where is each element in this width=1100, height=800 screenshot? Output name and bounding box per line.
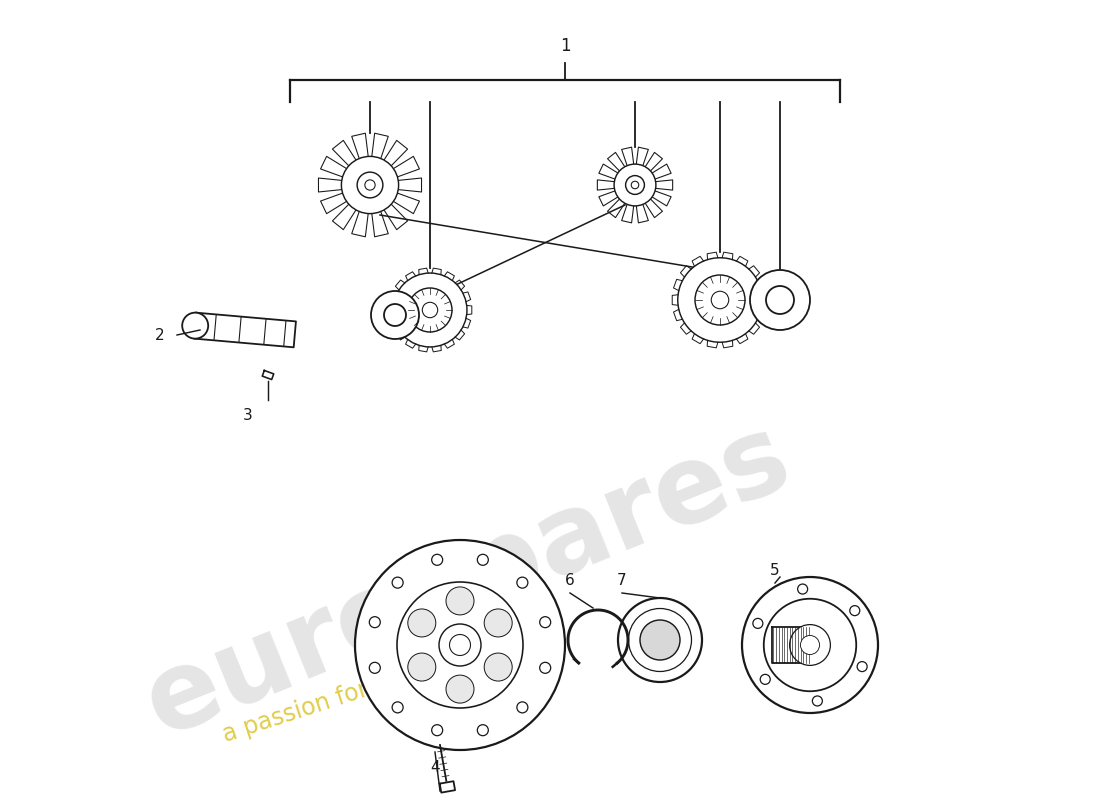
Circle shape: [371, 291, 419, 339]
Circle shape: [370, 662, 381, 674]
Circle shape: [370, 617, 381, 628]
Circle shape: [393, 273, 468, 347]
Polygon shape: [194, 313, 296, 347]
Text: a passion for parts since 1985: a passion for parts since 1985: [220, 614, 568, 746]
Circle shape: [742, 577, 878, 713]
Circle shape: [477, 725, 488, 736]
Circle shape: [850, 606, 860, 616]
Circle shape: [517, 702, 528, 713]
Circle shape: [446, 587, 474, 615]
Circle shape: [712, 291, 728, 309]
Circle shape: [408, 609, 436, 637]
Circle shape: [813, 696, 823, 706]
Circle shape: [384, 304, 406, 326]
Circle shape: [640, 620, 680, 660]
Polygon shape: [440, 782, 455, 793]
Circle shape: [484, 653, 513, 681]
Circle shape: [540, 662, 551, 674]
Circle shape: [540, 617, 551, 628]
Circle shape: [614, 164, 656, 206]
Circle shape: [760, 674, 770, 684]
Polygon shape: [262, 370, 274, 379]
Text: 3: 3: [243, 408, 253, 423]
Circle shape: [626, 175, 645, 194]
Circle shape: [365, 180, 375, 190]
Text: eurospares: eurospares: [130, 402, 805, 758]
Circle shape: [183, 313, 208, 338]
Circle shape: [477, 554, 488, 566]
Circle shape: [763, 598, 856, 691]
Text: 6: 6: [565, 573, 575, 588]
Circle shape: [750, 270, 810, 330]
Circle shape: [484, 609, 513, 637]
Circle shape: [857, 662, 867, 671]
Circle shape: [798, 584, 807, 594]
Text: 1: 1: [560, 37, 570, 55]
Circle shape: [790, 625, 830, 666]
Circle shape: [431, 554, 442, 566]
Circle shape: [678, 258, 762, 342]
Circle shape: [695, 275, 745, 325]
Circle shape: [392, 577, 403, 588]
Circle shape: [408, 653, 436, 681]
Text: 7: 7: [617, 573, 627, 588]
Circle shape: [422, 302, 438, 318]
Polygon shape: [772, 627, 810, 663]
Circle shape: [631, 182, 639, 189]
Circle shape: [408, 288, 452, 332]
Circle shape: [341, 157, 398, 214]
Circle shape: [517, 577, 528, 588]
Circle shape: [431, 725, 442, 736]
Circle shape: [801, 635, 820, 654]
Circle shape: [446, 675, 474, 703]
Circle shape: [397, 582, 522, 708]
Circle shape: [355, 540, 565, 750]
Circle shape: [358, 172, 383, 198]
Circle shape: [392, 702, 403, 713]
Text: 5: 5: [770, 563, 780, 578]
Circle shape: [439, 624, 481, 666]
Circle shape: [766, 286, 794, 314]
Circle shape: [450, 634, 471, 655]
Circle shape: [618, 598, 702, 682]
Text: 2: 2: [155, 327, 165, 342]
Circle shape: [752, 618, 763, 629]
Text: 4: 4: [430, 760, 440, 775]
